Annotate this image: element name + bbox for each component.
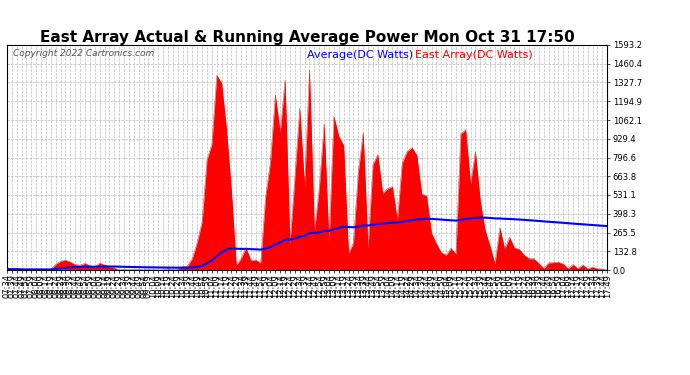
Title: East Array Actual & Running Average Power Mon Oct 31 17:50: East Array Actual & Running Average Powe…	[40, 30, 574, 45]
Text: East Array(DC Watts): East Array(DC Watts)	[415, 50, 533, 60]
Text: Copyright 2022 Cartronics.com: Copyright 2022 Cartronics.com	[13, 50, 154, 58]
Text: Average(DC Watts): Average(DC Watts)	[307, 50, 413, 60]
